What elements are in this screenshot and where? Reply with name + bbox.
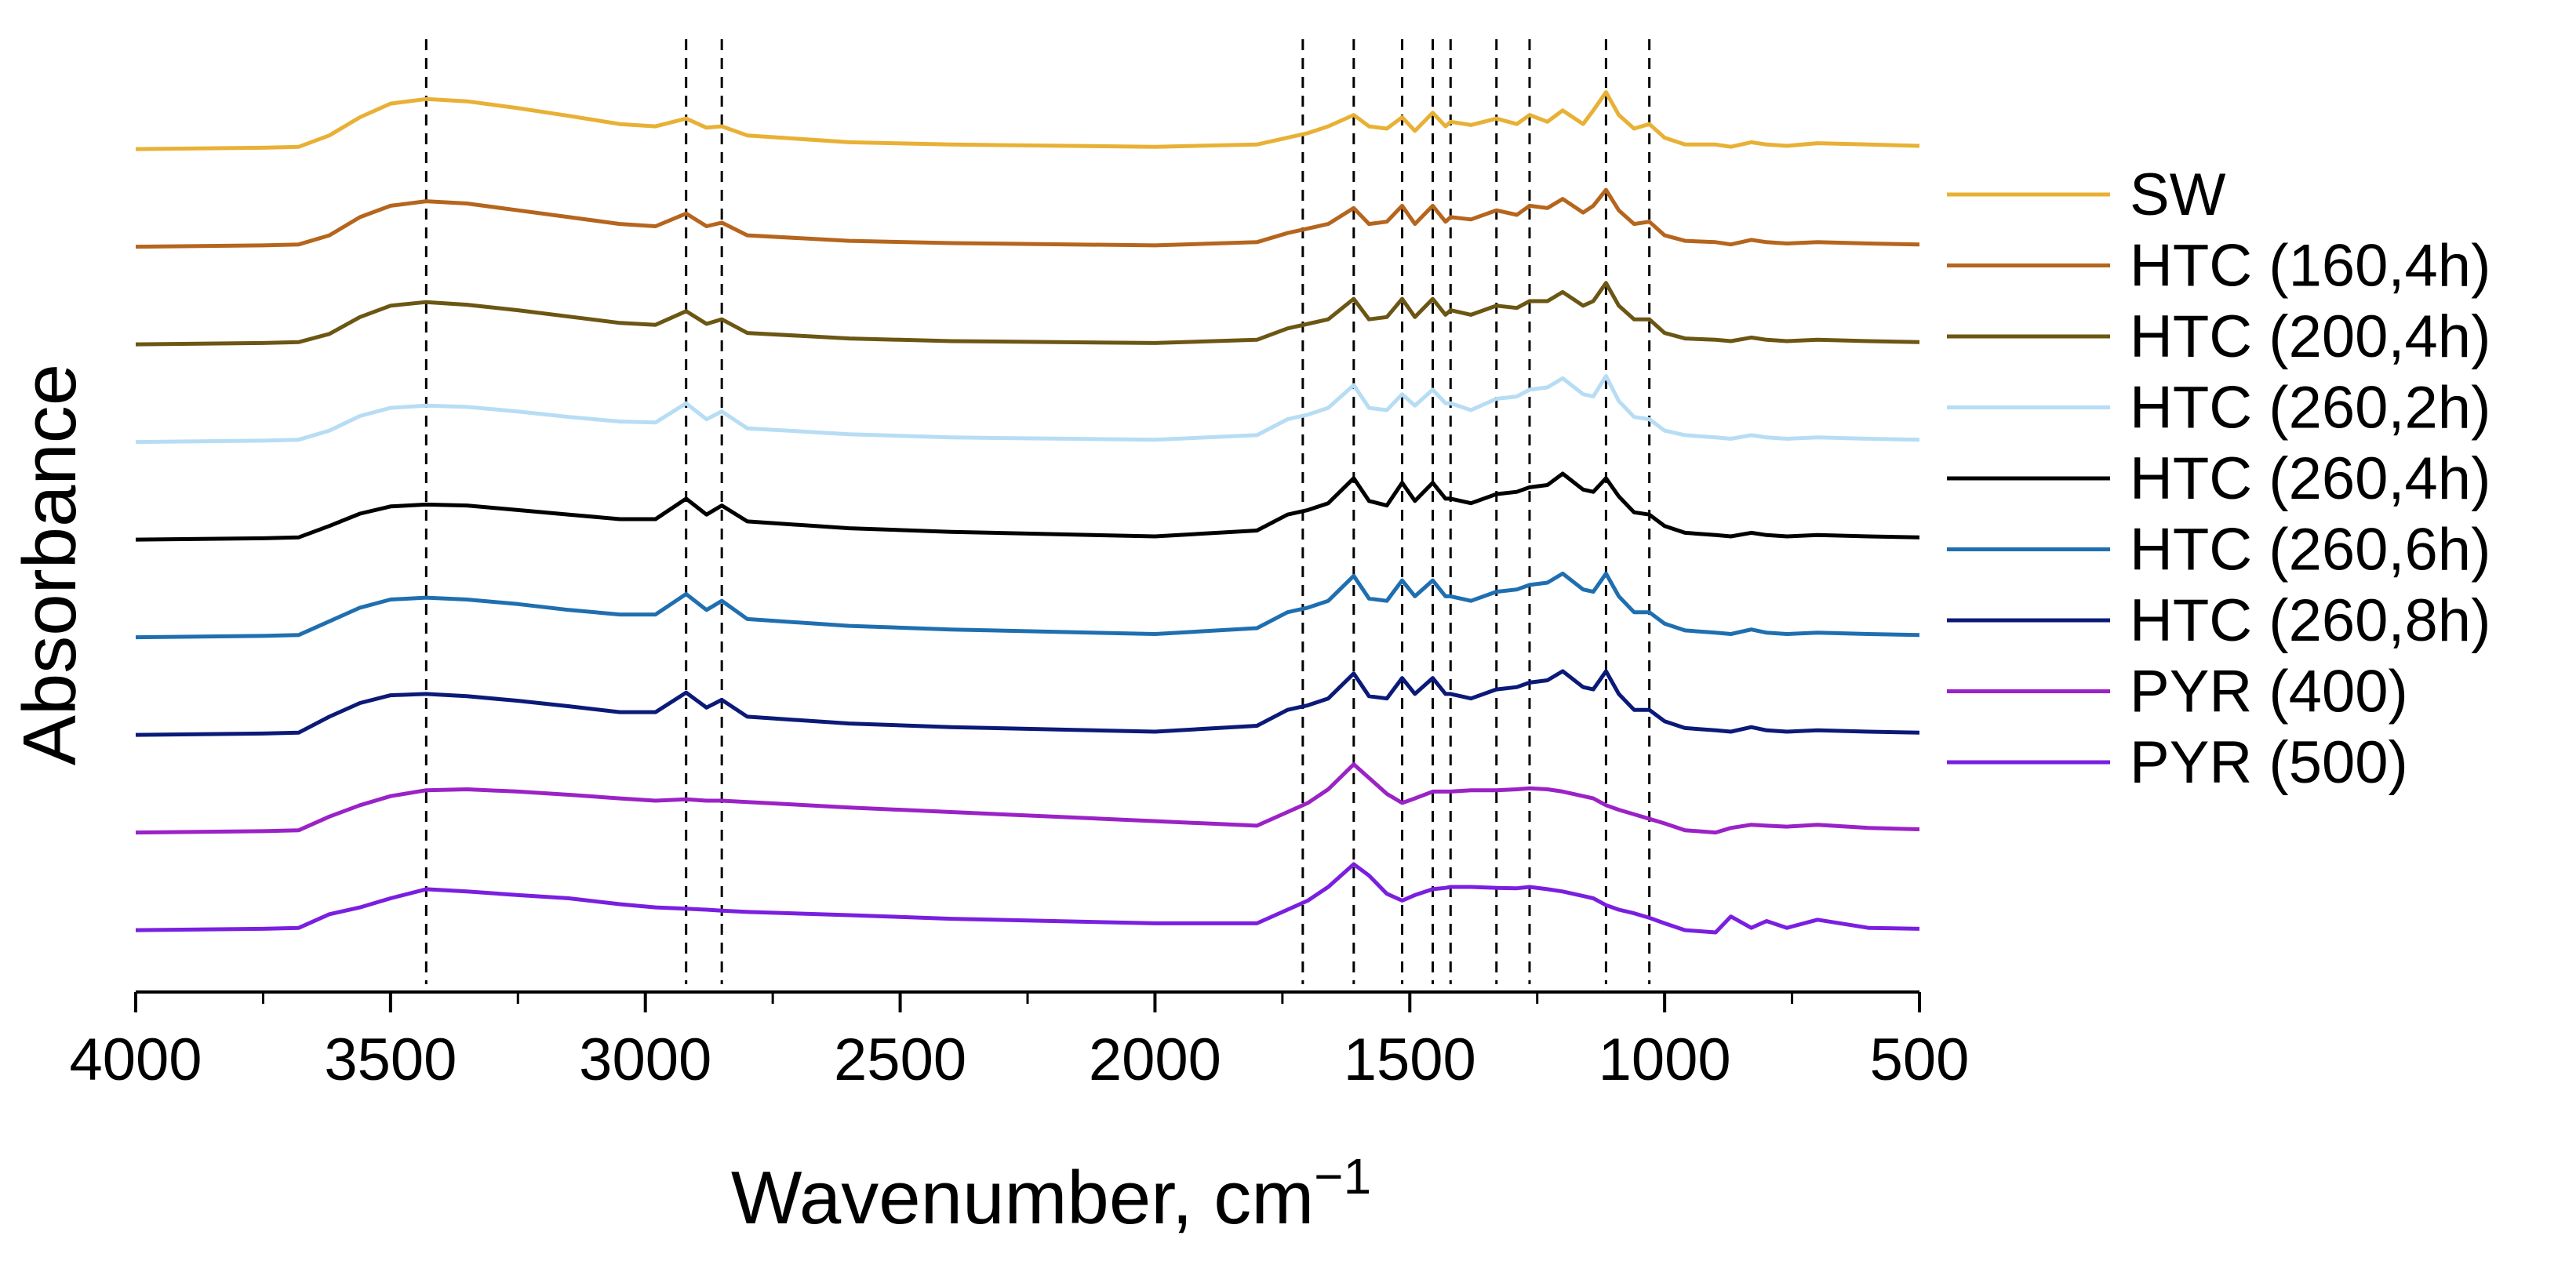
x-tick-label-2000: 2000 xyxy=(1089,1027,1221,1093)
legend-label-7: PYR (400) xyxy=(2130,659,2408,725)
series-line-3 xyxy=(135,374,1920,445)
series-line-2 xyxy=(135,281,1920,347)
x-tick-label-1500: 1500 xyxy=(1344,1027,1476,1093)
series-line-1 xyxy=(135,187,1920,249)
x-tick-label-500: 500 xyxy=(1870,1027,1970,1093)
series-lines xyxy=(135,90,1920,935)
legend-label-8: PYR (500) xyxy=(2130,729,2408,796)
legend-label-4: HTC (260,4h) xyxy=(2130,445,2490,512)
x-axis-title-superscript: −1 xyxy=(1314,1148,1371,1205)
series-line-6 xyxy=(135,669,1920,737)
x-tick-label-4000: 4000 xyxy=(69,1027,202,1093)
legend-label-5: HTC (260,6h) xyxy=(2130,517,2490,583)
series-line-5 xyxy=(135,571,1920,640)
x-tick-label-3000: 3000 xyxy=(579,1027,711,1093)
y-axis-title: Absorbance xyxy=(8,364,92,765)
series-line-4 xyxy=(135,471,1920,542)
series-line-7 xyxy=(135,762,1920,835)
x-ticks: 4000 3500 3000 2500 2000 1500 1000 500 xyxy=(69,992,1969,1093)
legend-label-0: SW xyxy=(2130,162,2226,228)
legend-label-6: HTC (260,8h) xyxy=(2130,587,2490,654)
legend-label-3: HTC (260,2h) xyxy=(2130,375,2490,442)
series-line-8 xyxy=(135,862,1920,935)
x-tick-label-2500: 2500 xyxy=(834,1027,966,1093)
x-axis-title: Wavenumber, cm−1 xyxy=(731,1148,1371,1240)
reference-lines xyxy=(424,39,1651,984)
legend-label-2: HTC (200,4h) xyxy=(2130,303,2490,370)
x-tick-label-1000: 1000 xyxy=(1599,1027,1731,1093)
x-tick-label-3500: 3500 xyxy=(324,1027,457,1093)
legend-label-1: HTC (160,4h) xyxy=(2130,233,2490,300)
series-line-0 xyxy=(135,90,1920,151)
